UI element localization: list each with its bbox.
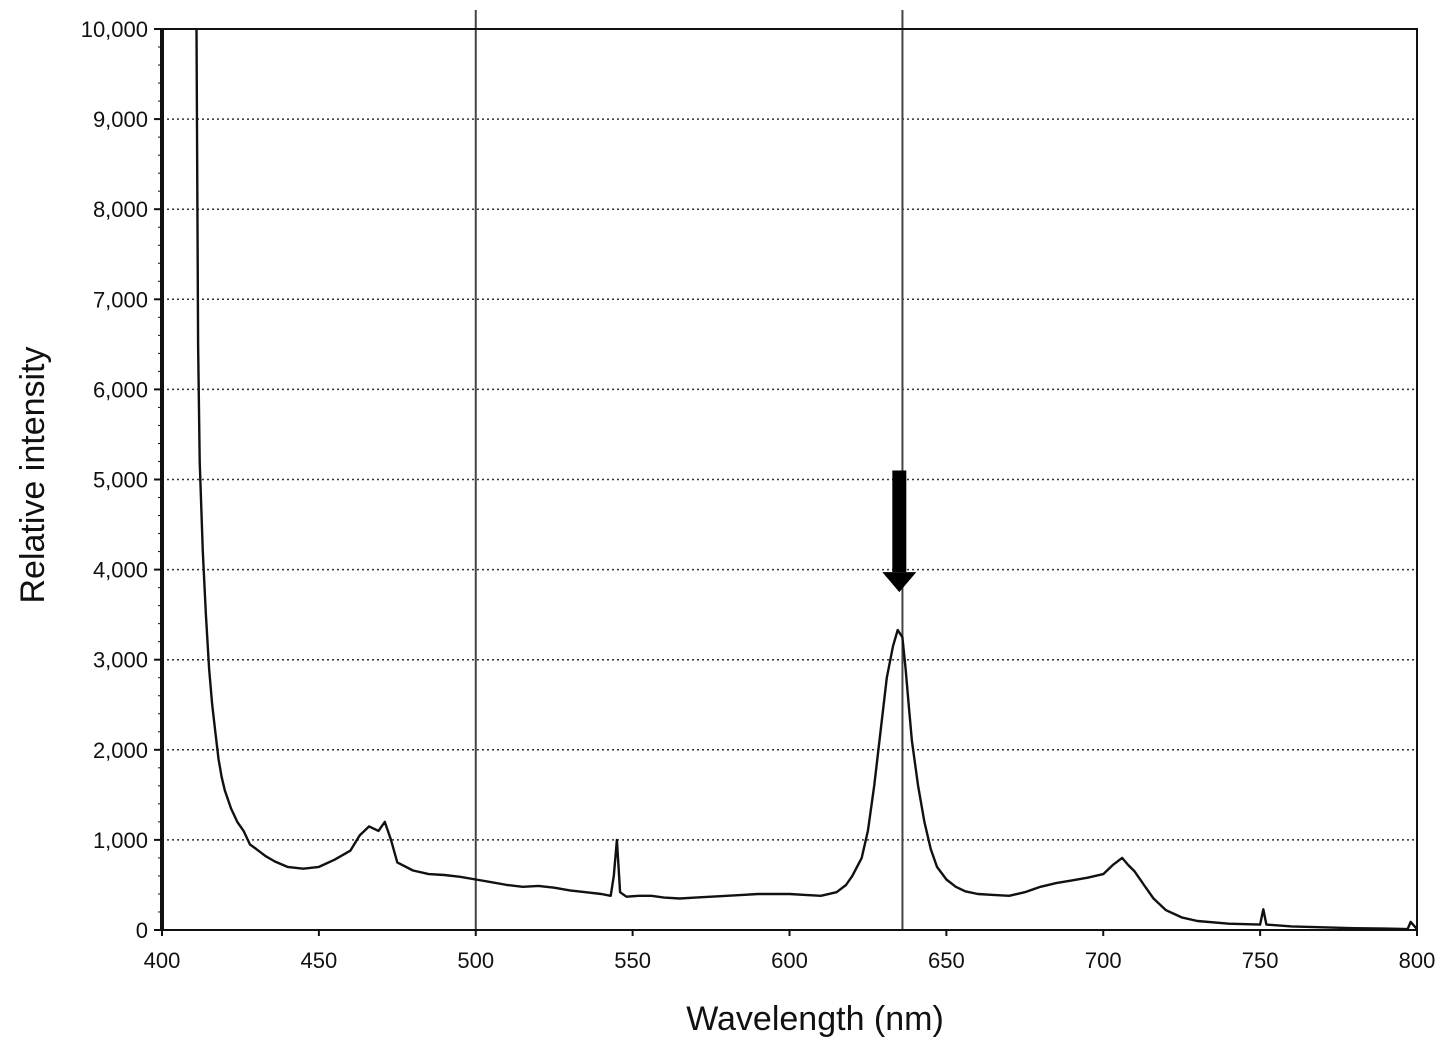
y-tick-label: 8,000	[93, 197, 148, 222]
x-tick-label: 700	[1085, 948, 1122, 973]
x-tick-label: 750	[1242, 948, 1279, 973]
tick-layer: 0 1,000 2,000 3,000 4,000 5,000 6,000 7,000 8,00…	[81, 17, 1436, 973]
y-tick-label: 9,000	[93, 107, 148, 132]
grid-layer	[162, 118, 1417, 841]
y-tick-label: 10,000	[81, 17, 148, 42]
x-tick-label: 450	[301, 948, 338, 973]
y-tick-label: 4,000	[93, 558, 148, 583]
y-tick-label: 1,000	[93, 828, 148, 853]
y-tick-label: 6,000	[93, 377, 148, 402]
spectrum-line	[195, 28, 1418, 931]
x-tick-label: 600	[771, 948, 808, 973]
y-tick-label: 0	[136, 918, 148, 943]
arrow-head	[882, 572, 917, 593]
x-tick-label: 400	[144, 948, 181, 973]
x-tick-label: 550	[614, 948, 651, 973]
annotation-layer	[882, 470, 917, 593]
y-axis-title: Relative intensity	[14, 346, 52, 603]
y-tick-label: 3,000	[93, 648, 148, 673]
x-tick-label: 800	[1399, 948, 1436, 973]
arrow-shaft	[892, 470, 907, 573]
x-tick-label: 650	[928, 948, 965, 973]
reference-lines	[474, 10, 904, 930]
x-axis-title: Wavelength (nm)	[686, 1000, 944, 1038]
y-tick-label: 2,000	[93, 738, 148, 763]
y-tick-label: 5,000	[93, 468, 148, 493]
series-layer	[195, 28, 1418, 931]
y-tick-label: 7,000	[93, 287, 148, 312]
x-tick-label: 500	[457, 948, 494, 973]
